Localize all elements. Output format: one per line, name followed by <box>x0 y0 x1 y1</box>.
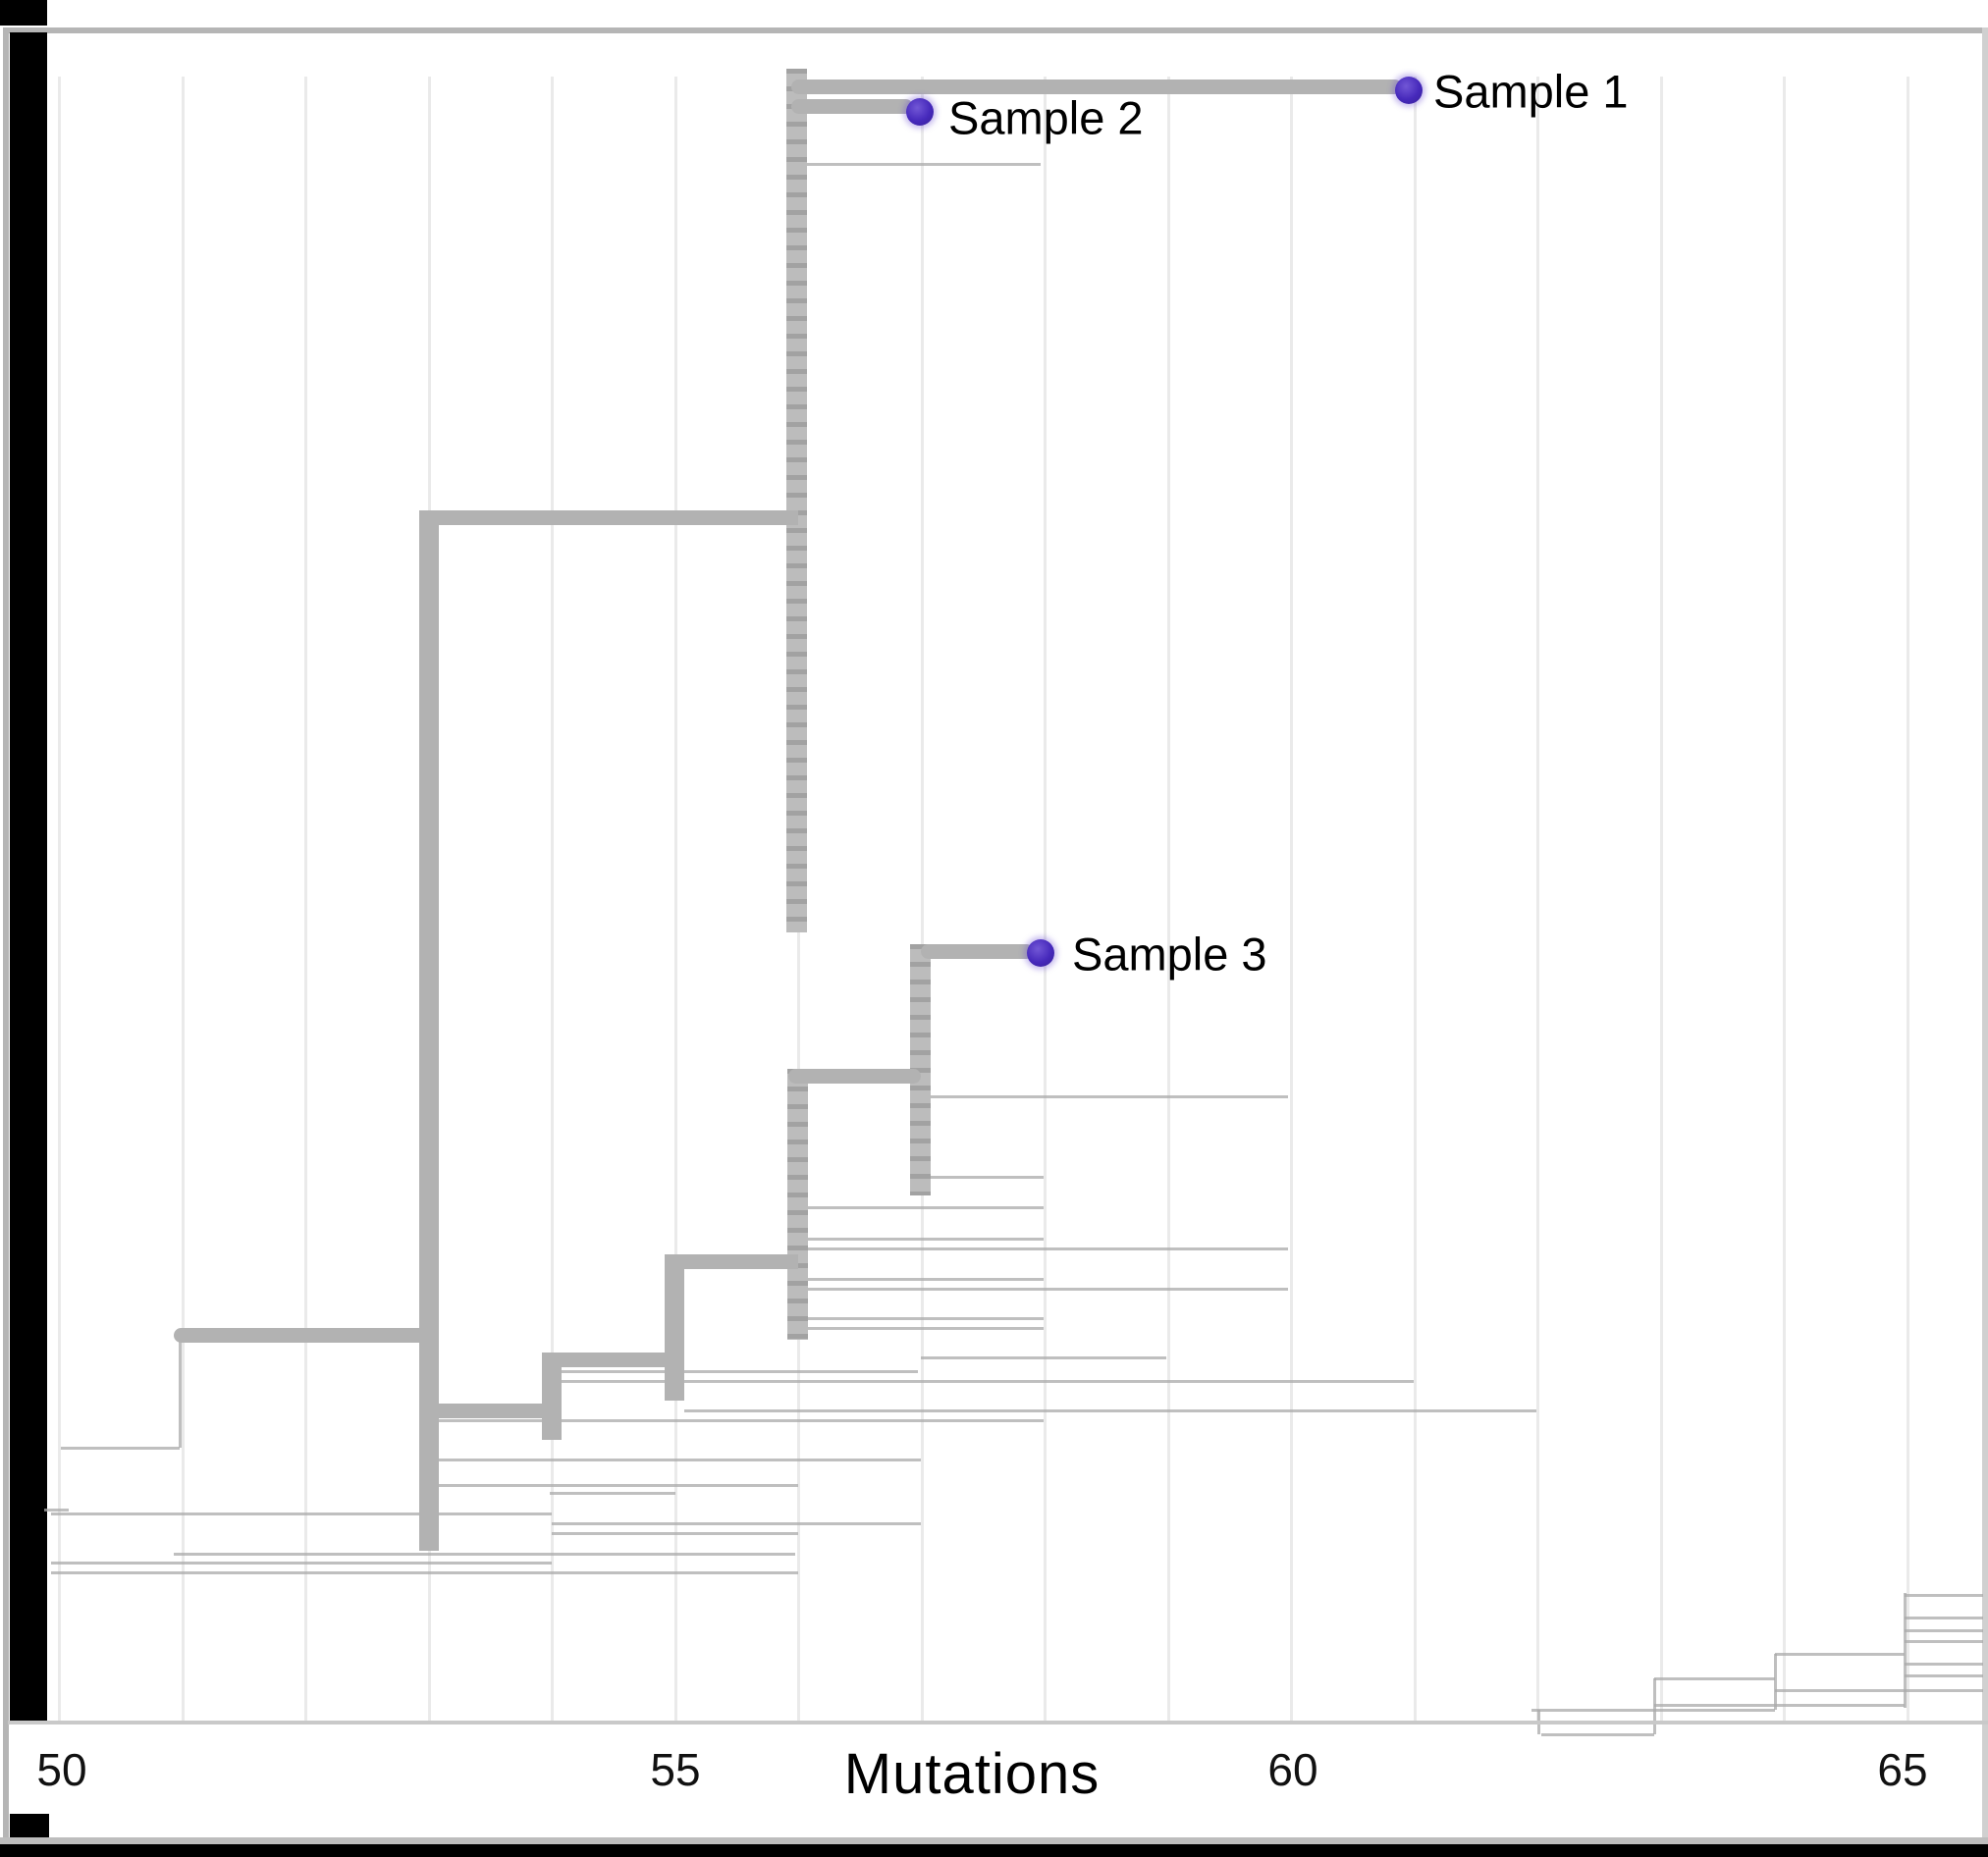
tree-branch-thin <box>1905 1617 1983 1619</box>
tree-branch-thin <box>439 1459 921 1461</box>
gridline <box>1290 77 1293 1721</box>
tree-branch-thin <box>552 1532 798 1535</box>
tree-branch-thin <box>807 1206 1044 1209</box>
tree-branch <box>788 1069 921 1084</box>
tree-branch-thin <box>1905 1640 1983 1643</box>
tree-branch-thin <box>174 1553 795 1556</box>
tree-branch-thin <box>439 1484 798 1487</box>
tree-branch-thin <box>1653 1678 1656 1734</box>
frame-top-border <box>3 27 1988 33</box>
tree-branch-thin <box>1905 1594 1983 1597</box>
tree-branch-thin <box>807 1278 1044 1281</box>
tree-trunk-ticked <box>786 69 807 932</box>
tree-branch-thin <box>550 1492 675 1495</box>
tree-branch <box>174 1328 439 1343</box>
tree-branch-thin <box>684 1409 1536 1412</box>
sample-tip-dot[interactable] <box>906 98 934 126</box>
gridline <box>182 77 185 1721</box>
tree-branch <box>791 80 1402 94</box>
tree-branch-thin <box>1775 1653 1905 1656</box>
axis-tick-label: 65 <box>1877 1744 1928 1795</box>
tree-branch-thin <box>1905 1674 1983 1677</box>
frame-left-border <box>3 27 9 1843</box>
tree-branch-thin <box>544 1370 918 1373</box>
gridline <box>674 77 677 1721</box>
tree-branch <box>665 1254 684 1401</box>
gridline <box>1414 77 1417 1721</box>
tree-branch-thin <box>807 1247 1288 1250</box>
sample-tip-label[interactable]: Sample 3 <box>1072 928 1267 981</box>
gridline <box>1783 77 1786 1721</box>
tree-trunk-ticked <box>910 944 931 1195</box>
axis-tick-label: 60 <box>1267 1744 1318 1795</box>
tree-branch-thin <box>1654 1677 1775 1680</box>
frame-bottom-gray-border <box>0 1837 1988 1844</box>
gridline <box>1660 77 1663 1721</box>
sample-tip-dot[interactable] <box>1027 939 1054 967</box>
gridline <box>1044 77 1047 1721</box>
tree-branch <box>666 1254 798 1269</box>
gridline <box>304 77 307 1721</box>
tree-branch <box>791 99 913 114</box>
tree-branch-thin <box>1775 1689 1983 1692</box>
tree-trunk-ticked <box>787 1069 808 1340</box>
tree-branch-thin <box>807 163 1041 166</box>
black-corner-block <box>0 0 47 26</box>
gridline <box>921 77 924 1721</box>
tree-branch-thin <box>1905 1629 1983 1632</box>
tree-branch-thin <box>807 1238 1044 1241</box>
gridline <box>1536 77 1539 1721</box>
gridline <box>1907 77 1909 1721</box>
tree-branch-thin <box>51 1571 798 1574</box>
x-axis-line <box>8 1721 1988 1724</box>
tree-branch-thin <box>921 1356 1166 1359</box>
left-black-square <box>10 1814 49 1839</box>
tree-branch-thin <box>179 1337 182 1448</box>
tree-branch-thin <box>562 1380 1414 1383</box>
tree-branch-thin <box>930 1095 1288 1098</box>
gridline <box>1167 77 1170 1721</box>
tree-branch-thin <box>1654 1704 1905 1707</box>
axis-tick-label: 50 <box>36 1744 87 1795</box>
tree-branch <box>420 510 798 525</box>
sample-tip-dot[interactable] <box>1395 77 1423 104</box>
frame-right-border <box>1982 27 1988 1843</box>
x-axis-label: Mutations <box>843 1742 1101 1806</box>
tree-branch-thin <box>552 1522 921 1525</box>
tree-branch-thin <box>1774 1654 1777 1710</box>
tree-branch-thin <box>807 1317 1044 1320</box>
tree-branch <box>921 944 1034 959</box>
tree-branch-thin <box>51 1562 552 1565</box>
tree-branch-thin <box>807 1288 1288 1291</box>
tree-branch <box>429 1404 560 1418</box>
tree-branch-thin <box>1905 1663 1983 1666</box>
tree-branch-thin <box>930 1176 1044 1179</box>
tree-branch-thin <box>44 1509 69 1512</box>
axis-tick-label: 55 <box>650 1744 701 1795</box>
frame-bottom-black-border <box>0 1844 1988 1857</box>
sample-tip-label[interactable]: Sample 2 <box>948 91 1144 144</box>
tree-branch-thin <box>51 1512 552 1515</box>
tree-branch-thin <box>429 1419 1044 1422</box>
sample-tip-label[interactable]: Sample 1 <box>1433 65 1629 118</box>
tree-branch-thin <box>1541 1733 1654 1736</box>
left-black-bar <box>10 32 47 1723</box>
tree-branch <box>544 1353 681 1367</box>
tree-branch-thin <box>61 1447 180 1450</box>
gridline <box>58 77 61 1721</box>
tree-branch-thin <box>1904 1593 1907 1708</box>
tree-branch-thin <box>807 1327 1044 1330</box>
tree-branch <box>419 510 439 1551</box>
gridline <box>551 77 554 1721</box>
